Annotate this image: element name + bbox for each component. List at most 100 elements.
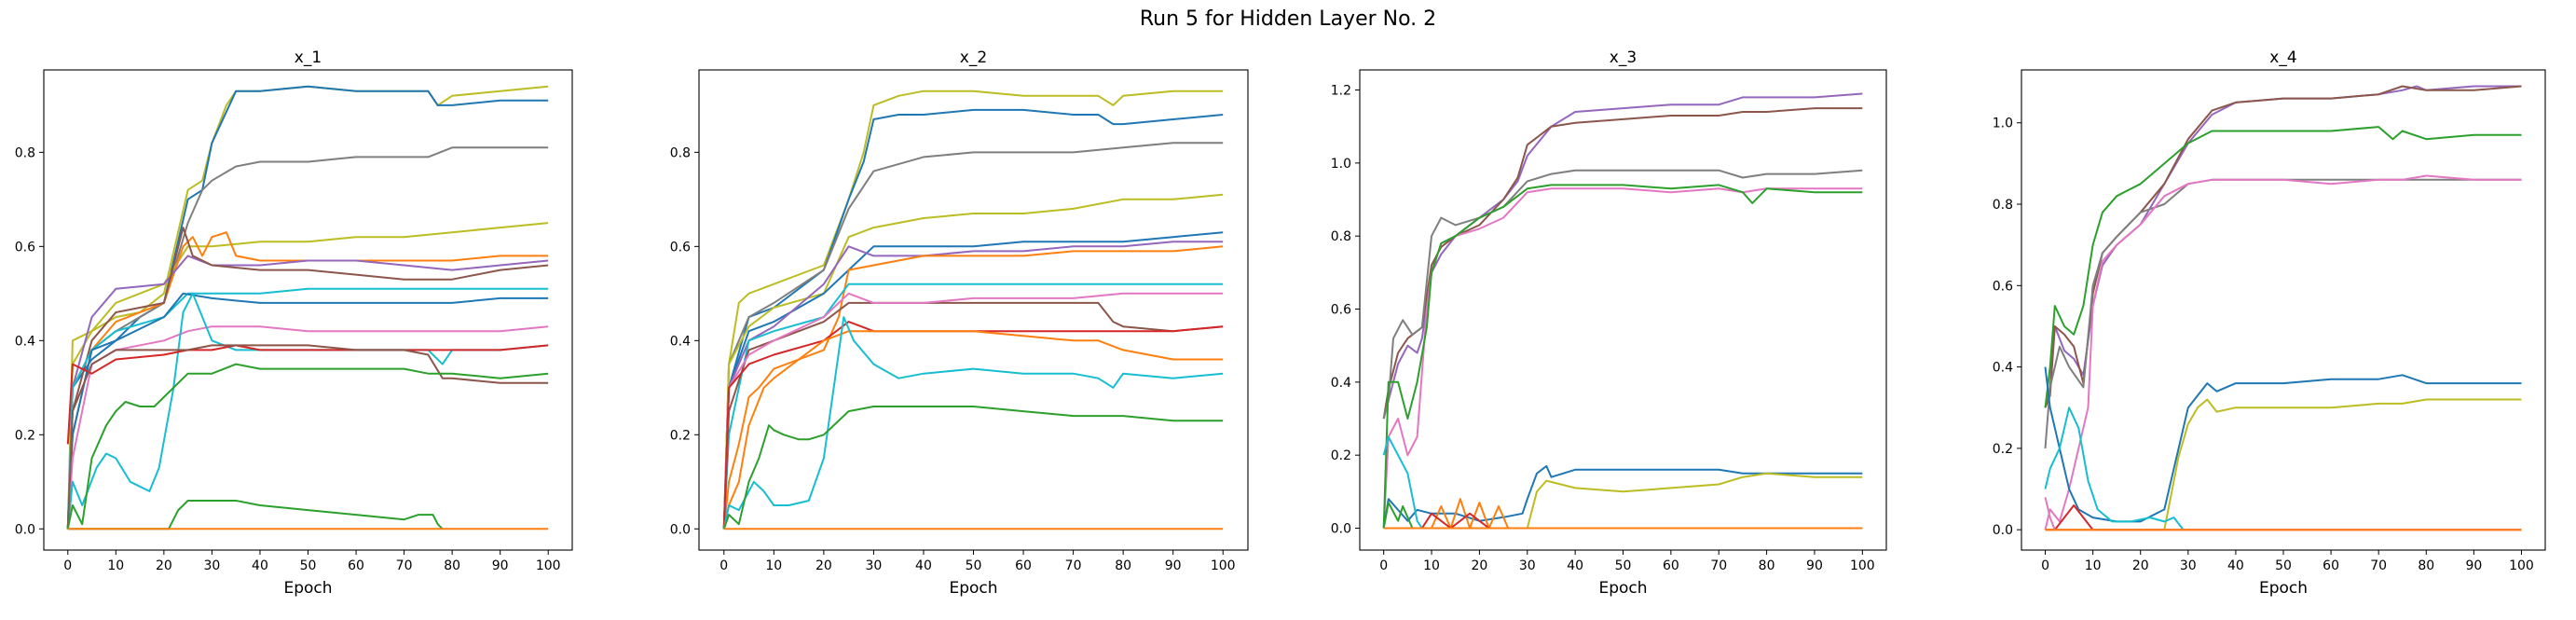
subplot-x4: x_4 0 10 20 30 40 50 60 70 80 90 100 0.0 0.2 0.4 0.6 0.8…	[1993, 48, 2546, 598]
x-tick-label: 80	[1759, 558, 1775, 573]
series-line-6	[2044, 366, 2522, 523]
series-line-4	[1382, 187, 1863, 529]
series-line-3	[66, 146, 549, 530]
series-line-7	[66, 227, 549, 530]
x-tick-label: 60	[1015, 558, 1032, 573]
subplot-title: x_1	[295, 48, 322, 67]
series-line-1	[722, 90, 1224, 530]
y-tick-label: 1.2	[1331, 84, 1351, 99]
series-line-1	[2044, 85, 2522, 408]
x-tick-label: 30	[865, 558, 882, 573]
x-tick-label: 50	[2275, 558, 2292, 573]
series-line-5	[66, 231, 549, 530]
series-line-7	[1383, 472, 1863, 530]
series-line-10	[722, 292, 1224, 530]
x-tick-label: 10	[765, 558, 782, 573]
series-group	[1382, 92, 1863, 530]
x-tick-label: 80	[1115, 558, 1131, 573]
x-tick-label: 0	[63, 558, 72, 573]
x-tick-label: 90	[2465, 558, 2482, 573]
y-tick-label: 0.8	[15, 145, 35, 160]
series-line-3	[722, 142, 1224, 530]
subplot-title: x_3	[1610, 48, 1637, 67]
x-tick-label: 30	[1519, 558, 1536, 573]
y-tick-label: 0.6	[15, 240, 35, 255]
series-line-6	[66, 255, 549, 530]
series-line-4	[722, 193, 1224, 530]
x-tick-label: 20	[1471, 558, 1487, 573]
y-tick-label: 0.6	[1993, 279, 2013, 294]
x-tick-label: 50	[966, 558, 982, 573]
series-group	[66, 85, 549, 530]
series-line-12	[722, 330, 1224, 530]
y-tick-label: 0.6	[1331, 303, 1351, 318]
x-tick-label: 10	[2085, 558, 2102, 573]
series-line-8	[722, 282, 1224, 530]
x-tick-label: 60	[1663, 558, 1679, 573]
series-line-5	[2044, 174, 2522, 530]
series-line-8	[66, 287, 549, 530]
subplot-x2: x_2 0 10 20 30 40 50 60 70 80 90 100 0.0 0.2 0.4 0.6 0.8…	[670, 48, 1249, 598]
x-tick-label: 20	[2132, 558, 2149, 573]
subplot-x1: x_1 0 10 20 30 40 50 60 70 80 90 100 0.0 0.2 0.4 0.6 0.8…	[15, 48, 573, 598]
series-line-6	[1382, 464, 1863, 529]
series-line-1	[1382, 92, 1863, 420]
y-tick-label: 0.2	[1993, 442, 2013, 457]
series-line-5	[1382, 184, 1863, 529]
y-tick-label: 0.4	[1331, 376, 1351, 391]
x-tick-label: 60	[348, 558, 364, 573]
y-tick-label: 0.0	[15, 522, 35, 537]
series-line-9	[66, 292, 549, 530]
x-tick-label: 60	[2323, 558, 2339, 573]
axes-frame	[1359, 69, 1887, 551]
series-line-8	[2044, 406, 2185, 530]
y-tick-label: 0.8	[1331, 229, 1351, 244]
y-tick-label: 0.2	[15, 428, 35, 443]
series-line-14	[66, 363, 549, 530]
x-tick-label: 50	[300, 558, 317, 573]
y-tick-label: 1.0	[1993, 117, 2013, 131]
series-line-13	[66, 344, 549, 530]
y-tick-label: 0.4	[1993, 361, 2013, 376]
series-line-10	[2044, 497, 2522, 531]
x-tick-label: 40	[2227, 558, 2244, 573]
x-tick-label: 50	[1615, 558, 1632, 573]
y-tick-label: 0.2	[670, 428, 691, 443]
y-tick-label: 0.8	[1993, 198, 2013, 213]
series-line-15	[67, 500, 444, 530]
x-tick-label: 10	[107, 558, 124, 573]
series-line-3	[2044, 126, 2522, 408]
series-line-9	[2045, 504, 2522, 531]
x-tick-label: 40	[1567, 558, 1583, 573]
x-tick-label: 80	[444, 558, 460, 573]
series-group	[2044, 85, 2522, 531]
y-tick-label: 0.4	[670, 334, 691, 349]
series-line-14	[722, 406, 1224, 530]
series-group	[722, 90, 1224, 530]
x-tick-label: 10	[1423, 558, 1440, 573]
x-tick-label: 100	[1850, 558, 1875, 573]
y-tick-label: 0.0	[670, 522, 691, 537]
x-tick-label: 100	[536, 558, 561, 573]
x-tick-label: 40	[252, 558, 268, 573]
series-line-7	[2045, 398, 2522, 531]
x-tick-label: 30	[203, 558, 220, 573]
x-tick-label: 20	[815, 558, 832, 573]
x-tick-label: 0	[719, 558, 728, 573]
x-axis-label: Epoch	[283, 579, 332, 598]
series-line-7	[722, 245, 1224, 530]
x-tick-label: 40	[915, 558, 932, 573]
x-tick-label: 70	[1710, 558, 1727, 573]
series-line-4	[66, 222, 549, 530]
subplot-title: x_2	[960, 48, 987, 67]
series-line-11	[722, 321, 1224, 530]
y-tick-label: 0.2	[1331, 448, 1351, 463]
x-tick-label: 100	[1211, 558, 1236, 573]
y-tick-label: 0.8	[670, 145, 691, 160]
y-tick-label: 0.4	[15, 334, 35, 349]
x-tick-label: 90	[492, 558, 509, 573]
series-line-9	[722, 301, 1224, 530]
subplot-x3: x_3 0 10 20 30 40 50 60 70 80 90 100 0.0 0.2 0.4 0.6 0.8…	[1331, 48, 1887, 598]
x-tick-label: 30	[2180, 558, 2197, 573]
